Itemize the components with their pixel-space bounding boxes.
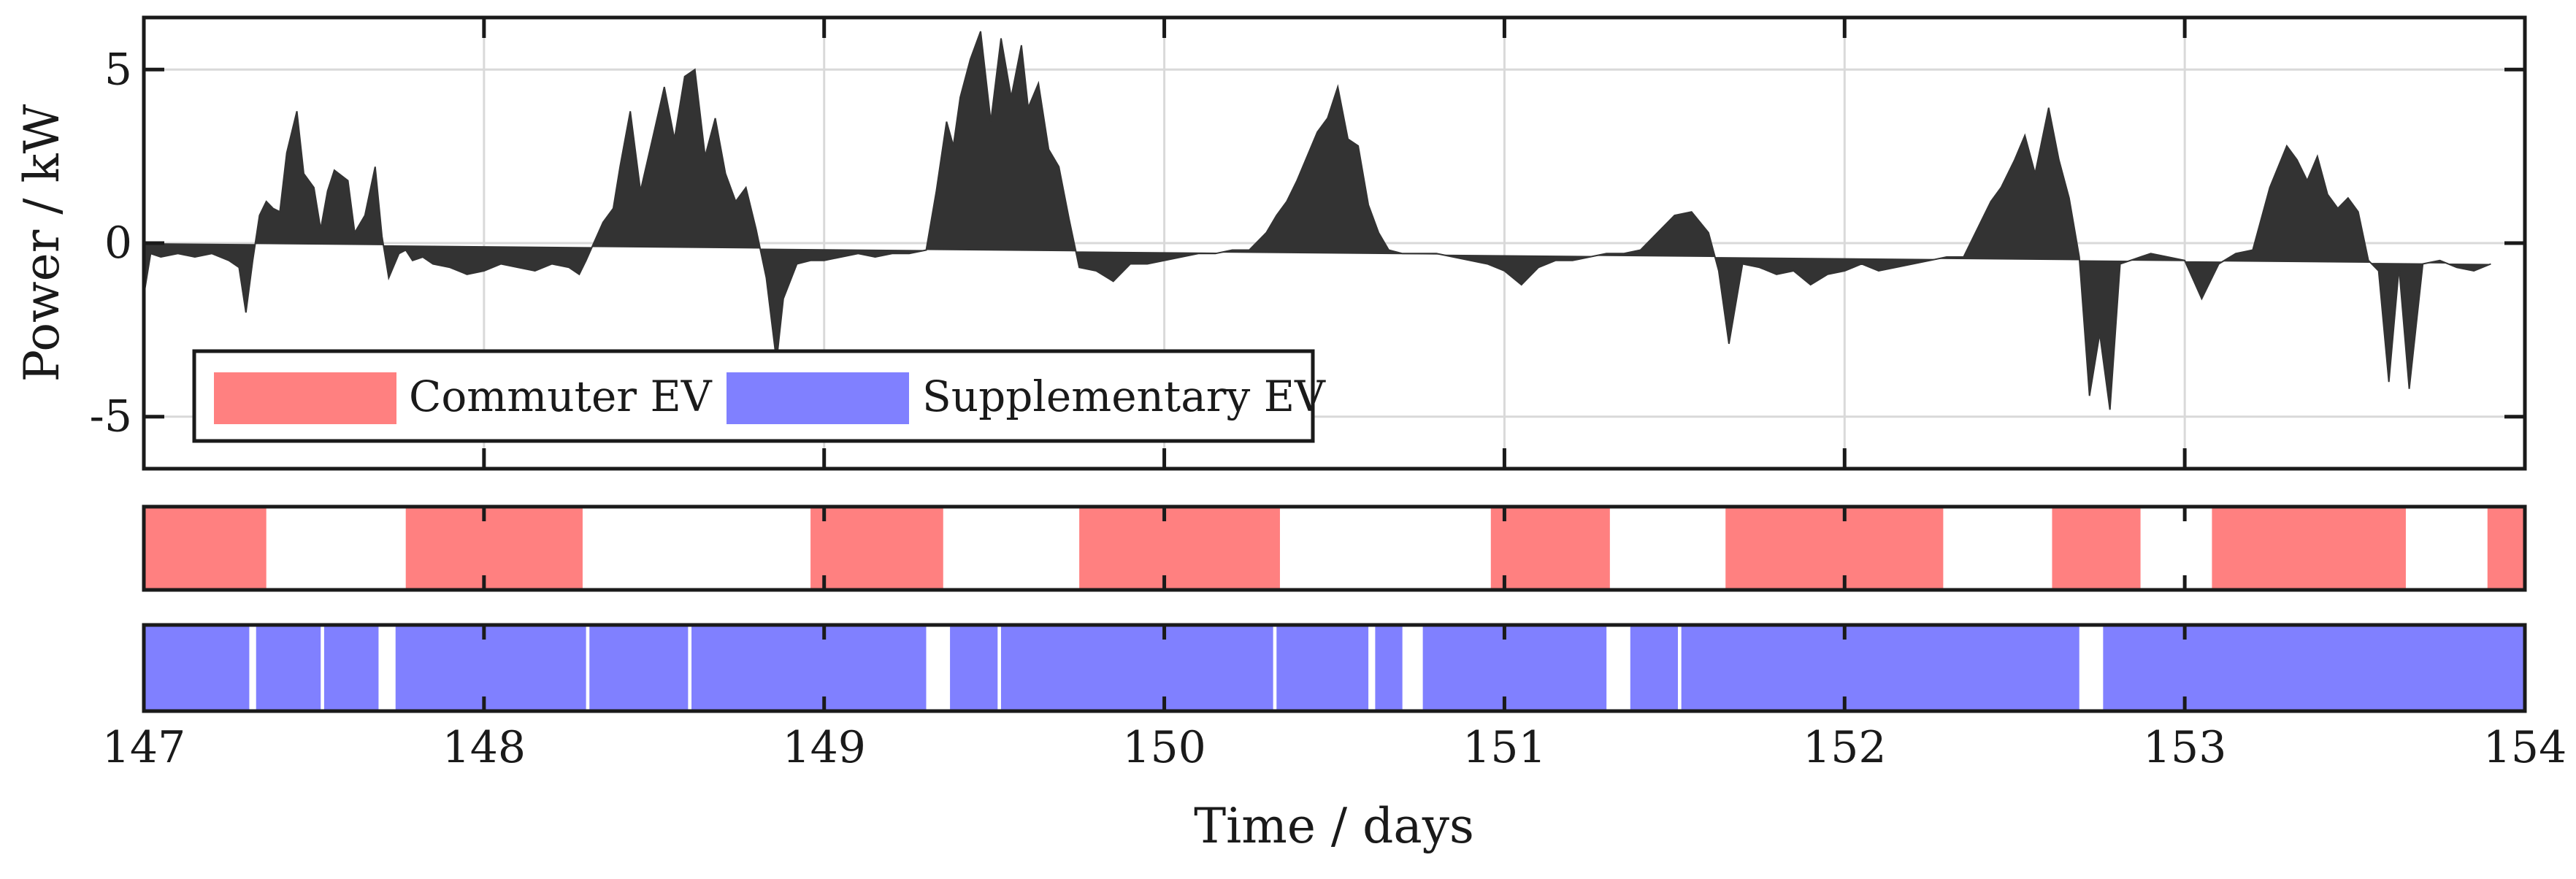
y-tick-label: 0 — [104, 218, 132, 269]
commuter-ev-interval — [810, 507, 943, 590]
supplementary-ev-interval — [1000, 625, 1273, 711]
legend-swatch-supplementary-ev — [727, 372, 909, 424]
supplementary-ev-interval — [589, 625, 689, 711]
supplementary-ev-interval — [1276, 625, 1369, 711]
supplementary-ev-interval — [1422, 625, 1607, 711]
supplementary-ev-interval — [395, 625, 586, 711]
legend-label-commuter-ev: Commuter EV — [409, 372, 713, 421]
commuter-ev-interval — [1725, 507, 1944, 590]
x-tick-label: 150 — [1122, 722, 1206, 773]
commuter-ev-interval — [1079, 507, 1280, 590]
supplementary-ev-interval — [1630, 625, 1679, 711]
supplementary-ev-interval — [950, 625, 998, 711]
x-tick-label: 152 — [1803, 722, 1887, 773]
supplementary-ev-frame — [142, 623, 2527, 713]
supplementary-ev-interval — [256, 625, 321, 711]
power-plot-frame — [142, 15, 2527, 471]
legend-label-supplementary-ev: Supplementary EV — [922, 372, 1326, 421]
x-tick-label: 154 — [2483, 722, 2567, 773]
legend: Commuter EV Supplementary EV — [192, 349, 1326, 443]
x-tick-label: 151 — [1463, 722, 1546, 773]
commuter-ev-interval — [2487, 507, 2525, 590]
y-tick-label: 5 — [104, 44, 132, 95]
supplementary-ev-strip — [144, 625, 2525, 711]
x-tick-label: 149 — [782, 722, 866, 773]
commuter-ev-frame — [142, 504, 2527, 592]
x-tick-label: 153 — [2143, 722, 2227, 773]
commuter-ev-interval — [2212, 507, 2406, 590]
supplementary-ev-interval — [1375, 625, 1403, 711]
y-axis-title: Power / kW — [14, 104, 70, 383]
x-tick-label: 147 — [102, 722, 186, 773]
supplementary-ev-interval — [2103, 625, 2525, 711]
x-tick-labels: 147 148 149 150 151 152 153 154 — [102, 722, 2567, 773]
supplementary-ev-interval — [1681, 625, 2079, 711]
supplementary-ev-interval — [691, 625, 927, 711]
commuter-ev-interval — [144, 507, 267, 590]
commuter-ev-interval — [2052, 507, 2141, 590]
legend-swatch-commuter-ev — [214, 372, 396, 424]
commuter-ev-strip — [144, 507, 2525, 590]
supplementary-ev-interval — [144, 625, 250, 711]
supplementary-ev-interval — [323, 625, 379, 711]
y-tick-labels: 5 0 -5 — [90, 44, 132, 442]
power-area — [143, 31, 2491, 410]
x-axis-title: Time / days — [1194, 798, 1474, 854]
commuter-ev-interval — [405, 507, 583, 590]
y-tick-label: -5 — [90, 391, 132, 442]
x-tick-label: 148 — [442, 722, 526, 773]
commuter-ev-interval — [1490, 507, 1610, 590]
